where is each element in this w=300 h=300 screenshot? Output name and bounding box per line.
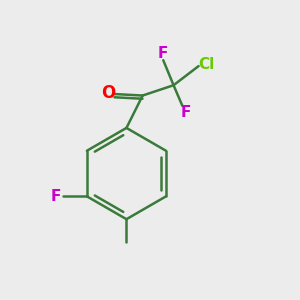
Text: O: O [101, 84, 115, 102]
Text: F: F [51, 189, 62, 204]
Text: F: F [158, 46, 168, 61]
Text: F: F [180, 105, 190, 120]
Text: Cl: Cl [198, 57, 215, 72]
